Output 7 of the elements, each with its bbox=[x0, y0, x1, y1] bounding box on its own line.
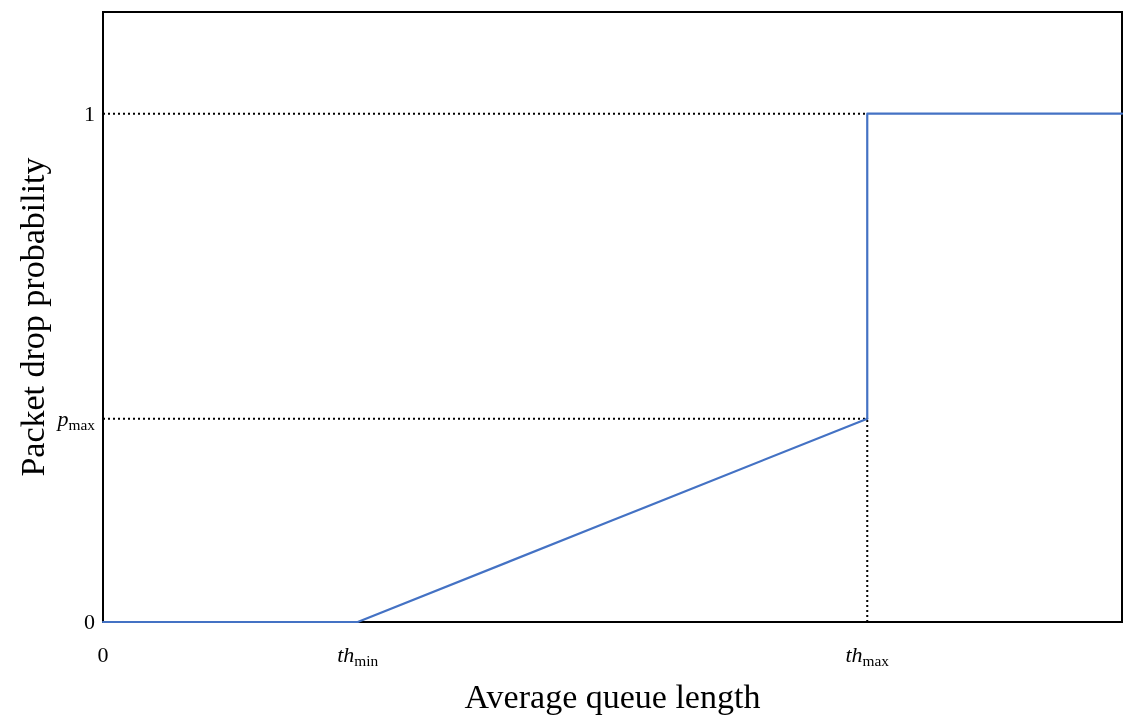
x-tick-label: th$_{max}$ bbox=[845, 642, 890, 669]
x-tick-label: th$_{min}$ bbox=[337, 642, 379, 669]
x-axis-title: Average queue length bbox=[464, 678, 761, 715]
y-axis-title: Packet drop probability bbox=[14, 157, 51, 477]
y-tick-label: 0 bbox=[84, 609, 95, 634]
y-tick-label: p$_{max}$ bbox=[55, 405, 96, 433]
y-tick-label: 1 bbox=[84, 100, 95, 126]
